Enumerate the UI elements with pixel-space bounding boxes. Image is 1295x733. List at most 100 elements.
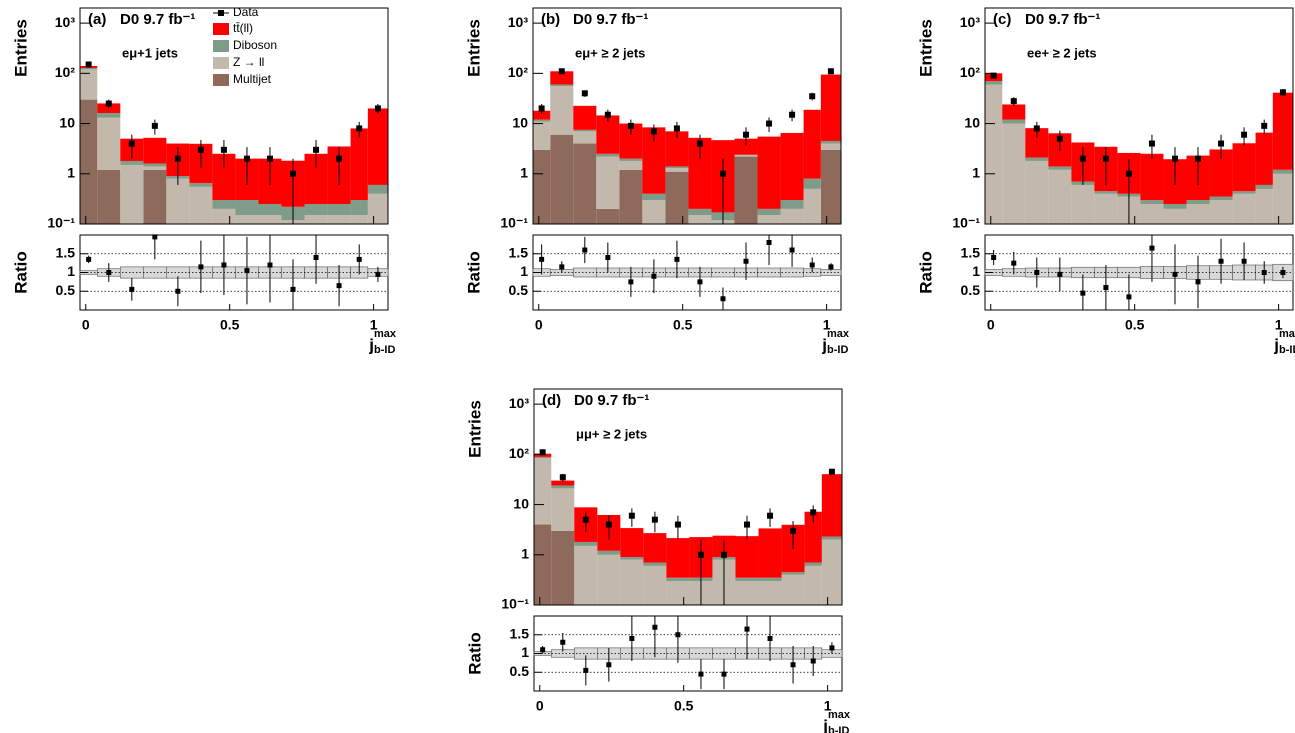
x-axis-label-sub: b-ID <box>1279 344 1295 356</box>
stack-bar <box>665 171 689 224</box>
ratio-point <box>583 667 589 673</box>
x-axis-label-sub: b-ID <box>828 725 849 733</box>
panel-title: D0 9.7 fb⁻¹ <box>120 11 195 28</box>
stack-bar <box>1140 200 1164 205</box>
data-point <box>105 100 112 107</box>
stack-bar <box>804 565 822 605</box>
data-point <box>313 146 320 153</box>
stack-bar <box>212 153 236 201</box>
stack-bar <box>350 215 368 224</box>
stack-bar <box>367 193 388 224</box>
stack-bar <box>665 166 689 169</box>
data-point <box>990 72 997 79</box>
ratio-point <box>1011 260 1017 266</box>
stack-bar <box>597 550 621 555</box>
ratio-point <box>267 262 273 268</box>
stack-bar <box>550 71 574 85</box>
stack-bar <box>235 200 259 216</box>
stack-bar <box>573 143 597 224</box>
ratio-point <box>129 286 135 292</box>
stack-bar <box>534 453 552 457</box>
data-point <box>673 125 680 132</box>
x-tick-label: 1 <box>1275 317 1283 333</box>
stack-bar <box>1140 153 1164 201</box>
x-tick-label: 0 <box>82 317 90 333</box>
x-tick-label: 1 <box>824 698 832 714</box>
plot-frame <box>533 388 843 606</box>
stack-bar <box>1186 200 1210 205</box>
stack-bar <box>735 536 759 578</box>
stack-bar <box>619 160 643 170</box>
data-point <box>744 521 751 528</box>
stack-bar <box>258 215 282 224</box>
stack-bar <box>533 110 551 120</box>
stack-bar <box>367 184 388 194</box>
data-point <box>128 140 135 147</box>
y-tick-label: 10⁻¹ <box>500 215 528 231</box>
data-point <box>743 131 750 138</box>
stack-bar <box>212 200 236 209</box>
stack-bar <box>804 511 822 563</box>
legend-label: Z → ll <box>233 55 264 69</box>
ratio-y-tick-label: 1 <box>67 263 75 279</box>
ratio-point <box>606 662 612 668</box>
stack-bar <box>619 158 643 161</box>
stack-bar <box>596 153 620 157</box>
ratio-point <box>582 247 588 253</box>
data-point <box>538 105 545 112</box>
legend-data-marker <box>218 10 224 16</box>
y-tick-label: 10² <box>960 64 981 80</box>
stack-bar <box>757 215 781 224</box>
stack-bar <box>665 131 689 167</box>
data-point <box>720 551 727 558</box>
panel-title: D0 9.7 fb⁻¹ <box>1025 11 1100 28</box>
y-tick-label: 10³ <box>960 14 981 30</box>
stack-bar <box>367 108 388 185</box>
ratio-point <box>744 626 750 632</box>
stack-bar <box>735 581 759 605</box>
ratio-point <box>828 264 834 270</box>
ratio-point <box>743 258 749 264</box>
ratio-point <box>675 632 681 638</box>
stack-bar <box>533 149 551 224</box>
ratio-point <box>790 662 796 668</box>
ratio-point <box>86 256 92 262</box>
stack-bar <box>80 67 98 70</box>
stack-bar <box>1025 128 1049 158</box>
ratio-point <box>1218 258 1224 264</box>
x-tick-label: 0 <box>535 317 543 333</box>
legend-swatch <box>213 74 229 86</box>
x-axis-label-sup: max <box>1279 328 1295 340</box>
stack-bar <box>666 538 690 578</box>
data-point <box>696 140 703 147</box>
y-axis-label: Entries <box>464 19 483 77</box>
stack-bar <box>1071 184 1095 224</box>
ratio-y-tick-label: 1.5 <box>961 244 981 260</box>
x-axis-label-sub: b-ID <box>827 344 848 356</box>
stack-bar <box>534 524 552 605</box>
data-point <box>266 155 273 162</box>
data-point <box>790 527 797 534</box>
ratio-point <box>375 271 381 277</box>
panel-label: (d) <box>542 392 561 409</box>
stack-bar <box>1186 204 1210 224</box>
stack-bar <box>620 557 644 560</box>
ratio-point <box>809 262 815 268</box>
data-point <box>604 111 611 118</box>
stack-bar <box>757 208 781 216</box>
stack-bar <box>1272 173 1293 224</box>
stack-bar <box>1209 149 1233 197</box>
stack-bar <box>304 215 328 224</box>
stack-bar <box>758 528 782 578</box>
data-point <box>1079 155 1086 162</box>
stack-bar <box>1209 196 1233 201</box>
data-point <box>356 125 363 132</box>
y-axis-label: Entries <box>916 19 935 77</box>
stack-bar <box>734 156 758 224</box>
stack-bar <box>780 208 804 224</box>
data-point <box>828 468 835 475</box>
ratio-point <box>198 264 204 270</box>
stack-bar <box>1272 92 1293 170</box>
data-point <box>810 509 817 516</box>
stack-bar <box>1209 200 1233 224</box>
